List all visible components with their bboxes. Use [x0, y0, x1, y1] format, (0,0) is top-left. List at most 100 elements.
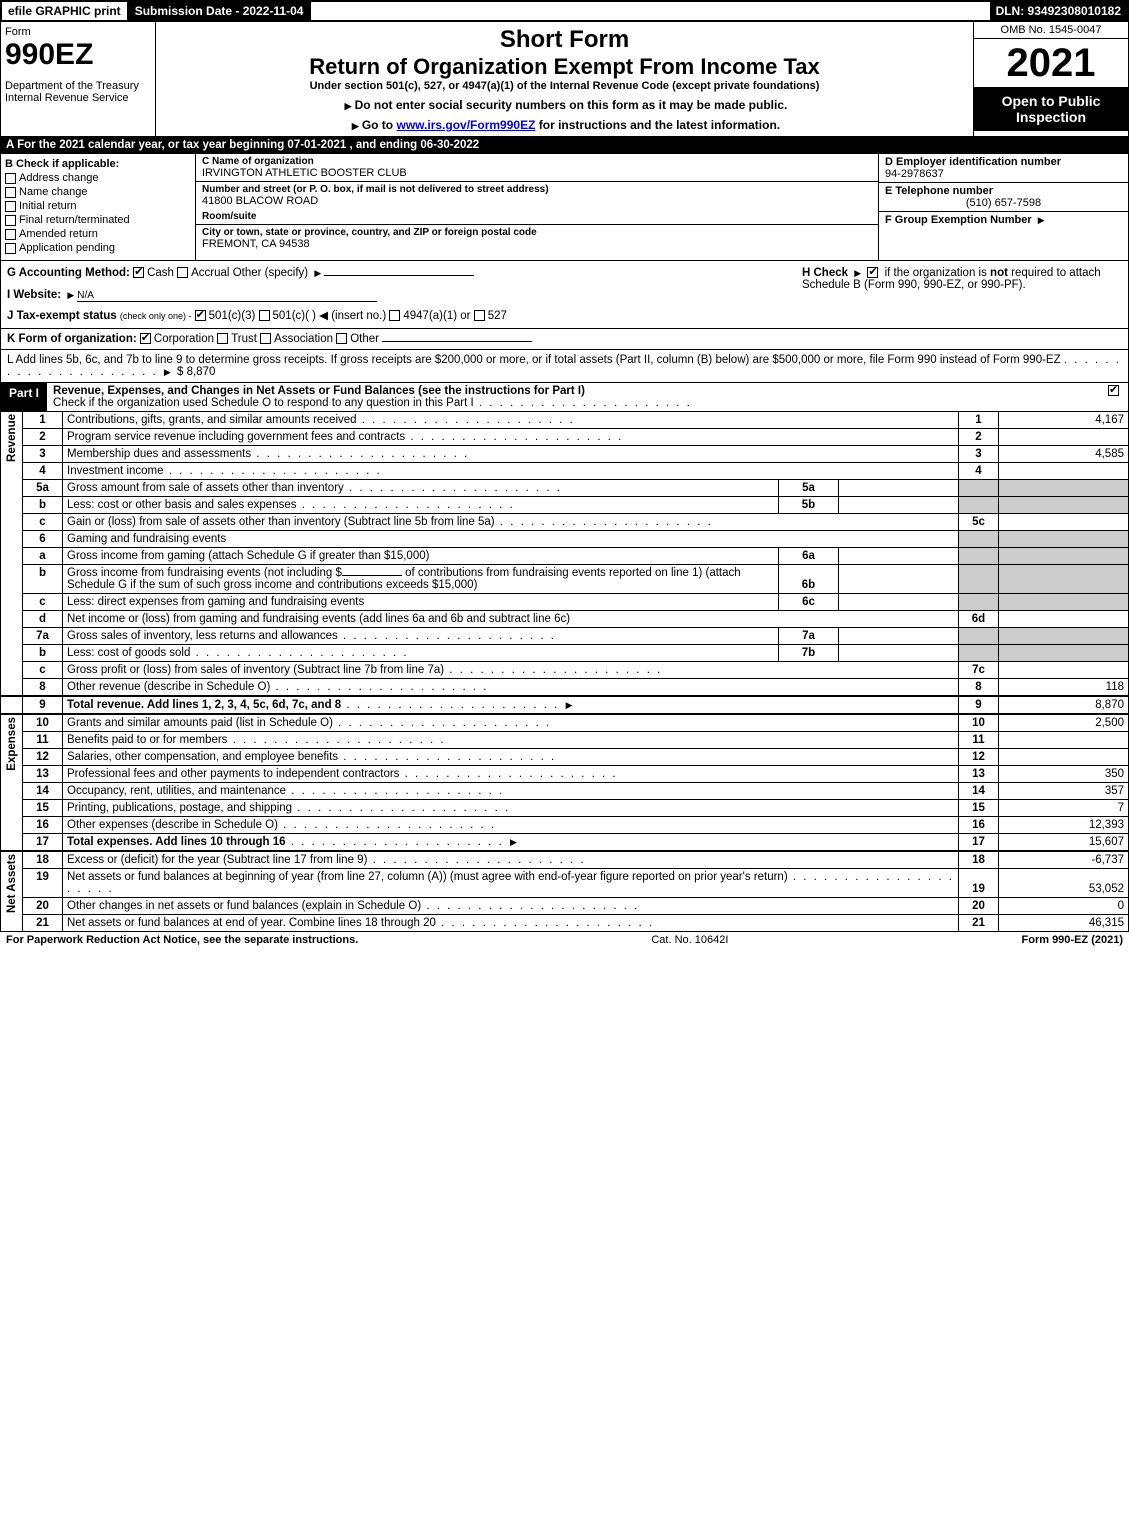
- website-label: I Website:: [7, 289, 61, 301]
- table-row: 13 Professional fees and other payments …: [1, 766, 1129, 783]
- arrow-icon: [1035, 214, 1048, 226]
- irs-link[interactable]: www.irs.gov/Form990EZ: [396, 118, 535, 132]
- fundraising-input[interactable]: [342, 575, 402, 576]
- gross-receipts: $ 8,870: [177, 366, 215, 378]
- table-row: 15 Printing, publications, postage, and …: [1, 800, 1129, 817]
- table-row: 20 Other changes in net assets or fund b…: [1, 898, 1129, 915]
- tax-year: 2021: [974, 39, 1128, 87]
- table-row: 14 Occupancy, rent, utilities, and maint…: [1, 783, 1129, 800]
- room-label: Room/suite: [202, 211, 872, 222]
- phone-label: E Telephone number: [885, 185, 1122, 197]
- form-label: Form: [5, 26, 151, 38]
- part-i-title: Revenue, Expenses, and Changes in Net As…: [53, 385, 585, 397]
- ein-label: D Employer identification number: [885, 156, 1122, 168]
- checkbox-initial-return[interactable]: [5, 201, 16, 212]
- accounting-method-label: G Accounting Method:: [7, 267, 130, 279]
- form-header: Form 990EZ Department of the Treasury In…: [0, 22, 1129, 137]
- other-org-input[interactable]: [382, 341, 532, 342]
- arrow-icon: [563, 699, 576, 711]
- line-3-amount: 4,585: [999, 446, 1129, 463]
- no-ssn-notice: Do not enter social security numbers on …: [355, 98, 788, 112]
- line-20-amount: 0: [999, 898, 1129, 915]
- table-row: 3 Membership dues and assessments 3 4,58…: [1, 446, 1129, 463]
- checkbox-corporation[interactable]: [140, 333, 151, 344]
- checkbox-cash[interactable]: [133, 267, 144, 278]
- line-12-amount: [999, 749, 1129, 766]
- arrow-icon: [342, 98, 355, 112]
- table-row: 21 Net assets or fund balances at end of…: [1, 915, 1129, 932]
- table-row: d Net income or (loss) from gaming and f…: [1, 611, 1129, 628]
- line-15-amount: 7: [999, 800, 1129, 817]
- dln: DLN: 93492308010182: [990, 2, 1127, 20]
- checkbox-application-pending[interactable]: [5, 243, 16, 254]
- part-i-label: Part I: [1, 383, 47, 411]
- table-row: 9 Total revenue. Add lines 1, 2, 3, 4, 5…: [1, 696, 1129, 714]
- line-6d-amount: [999, 611, 1129, 628]
- table-row: Expenses 10 Grants and similar amounts p…: [1, 714, 1129, 732]
- street-label: Number and street (or P. O. box, if mail…: [202, 184, 872, 195]
- checkbox-trust[interactable]: [217, 333, 228, 344]
- section-c: C Name of organization IRVINGTON ATHLETI…: [196, 154, 878, 260]
- line-11-amount: [999, 732, 1129, 749]
- table-row: 5a Gross amount from sale of assets othe…: [1, 480, 1129, 497]
- footer-center: Cat. No. 10642I: [358, 934, 1021, 946]
- table-row: b Less: cost of goods sold 7b: [1, 645, 1129, 662]
- table-row: b Gross income from fundraising events (…: [1, 565, 1129, 594]
- subtitle: Under section 501(c), 527, or 4947(a)(1)…: [160, 80, 969, 92]
- section-b-title: B Check if applicable:: [5, 158, 191, 170]
- header-right: OMB No. 1545-0047 2021 Open to Public In…: [973, 22, 1128, 136]
- checkbox-schedule-b[interactable]: [867, 267, 878, 278]
- table-row: 19 Net assets or fund balances at beginn…: [1, 869, 1129, 898]
- line-10-amount: 2,500: [999, 714, 1129, 732]
- line-l-text: L Add lines 5b, 6c, and 7b to line 9 to …: [7, 354, 1061, 366]
- checkbox-4947[interactable]: [389, 310, 400, 321]
- checkbox-527[interactable]: [474, 310, 485, 321]
- line-21-amount: 46,315: [999, 915, 1129, 932]
- table-row: b Less: cost or other basis and sales ex…: [1, 497, 1129, 514]
- checkbox-amended-return[interactable]: [5, 229, 16, 240]
- checkbox-501c[interactable]: [259, 310, 270, 321]
- table-row: 8 Other revenue (describe in Schedule O)…: [1, 679, 1129, 697]
- city-label: City or town, state or province, country…: [202, 227, 872, 238]
- lines-table: Revenue 1 Contributions, gifts, grants, …: [0, 412, 1129, 932]
- checkbox-address-change[interactable]: [5, 173, 16, 184]
- open-public-badge: Open to Public Inspection: [974, 87, 1128, 131]
- short-form-title: Short Form: [160, 26, 969, 54]
- table-row: Net Assets 18 Excess or (deficit) for th…: [1, 851, 1129, 869]
- line-2-amount: [999, 429, 1129, 446]
- checkbox-schedule-o[interactable]: [1108, 385, 1119, 396]
- checkbox-association[interactable]: [260, 333, 271, 344]
- section-g-h: G Accounting Method: Cash Accrual Other …: [0, 261, 1129, 329]
- top-bar: efile GRAPHIC print Submission Date - 20…: [0, 0, 1129, 22]
- checkbox-501c3[interactable]: [195, 310, 206, 321]
- line-19-amount: 53,052: [999, 869, 1129, 898]
- arrow-icon: [311, 267, 324, 279]
- line-7c-amount: [999, 662, 1129, 679]
- table-row: Revenue 1 Contributions, gifts, grants, …: [1, 412, 1129, 429]
- website-value: N/A: [77, 290, 377, 302]
- table-row: 16 Other expenses (describe in Schedule …: [1, 817, 1129, 834]
- omb-number: OMB No. 1545-0047: [974, 22, 1128, 39]
- checkbox-other-org[interactable]: [336, 333, 347, 344]
- footer-left: For Paperwork Reduction Act Notice, see …: [6, 934, 358, 946]
- table-row: 6 Gaming and fundraising events: [1, 531, 1129, 548]
- department: Department of the Treasury: [5, 80, 151, 92]
- phone-value: (510) 657-7598: [885, 197, 1122, 209]
- table-row: 4 Investment income 4: [1, 463, 1129, 480]
- table-row: 11 Benefits paid to or for members 11: [1, 732, 1129, 749]
- submission-date: Submission Date - 2022-11-04: [129, 2, 312, 20]
- checkbox-name-change[interactable]: [5, 187, 16, 198]
- checkbox-accrual[interactable]: [177, 267, 188, 278]
- line-5c-amount: [999, 514, 1129, 531]
- section-l: L Add lines 5b, 6c, and 7b to line 9 to …: [0, 350, 1129, 383]
- section-h-label: H Check: [802, 267, 848, 279]
- form-of-org-label: K Form of organization:: [7, 333, 137, 345]
- part-i-header: Part I Revenue, Expenses, and Changes in…: [0, 383, 1129, 412]
- arrow-icon: [507, 836, 520, 848]
- efile-label: efile GRAPHIC print: [2, 2, 129, 20]
- table-row: 2 Program service revenue including gove…: [1, 429, 1129, 446]
- goto-pre: Go to: [362, 118, 397, 132]
- checkbox-final-return[interactable]: [5, 215, 16, 226]
- street-address: 41800 BLACOW ROAD: [202, 195, 872, 207]
- other-specify-input[interactable]: [324, 275, 474, 276]
